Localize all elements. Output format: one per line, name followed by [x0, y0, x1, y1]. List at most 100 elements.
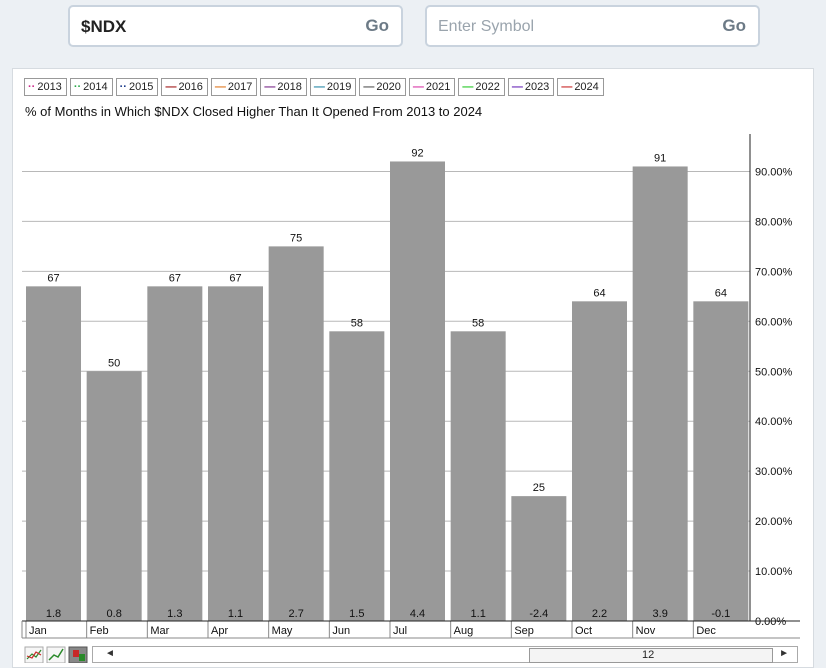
- y-tick-label: 80.00%: [755, 216, 793, 228]
- legend-label: 2013: [37, 81, 62, 93]
- bar: [147, 286, 203, 621]
- bar: [511, 496, 567, 621]
- legend-swatch: ··: [28, 81, 36, 93]
- bar-value-label: 64: [593, 287, 605, 299]
- legend-label: 2017: [227, 81, 253, 93]
- scroll-right-arrow[interactable]: ►: [779, 648, 789, 659]
- legend-swatch: —: [313, 81, 325, 93]
- legend-item-2023[interactable]: —2023: [507, 78, 555, 96]
- bar-value-label: 50: [108, 357, 120, 369]
- compare-go-button[interactable]: Go: [722, 16, 746, 35]
- legend-label: 2016: [178, 81, 203, 93]
- x-tick-label: Dec: [696, 625, 716, 637]
- bar: [450, 331, 506, 621]
- y-tick-label: 70.00%: [755, 266, 793, 278]
- scroll-thumb-value: 12: [642, 649, 655, 661]
- legend-swatch: —: [462, 81, 474, 93]
- avg-change-label: 1.1: [228, 608, 243, 620]
- axes: 0.00% 10.00% 20.00% 30.00% 40.00% 50.00% 60.00…: [21, 134, 800, 639]
- chart-toolbar-icon[interactable]: [24, 646, 88, 664]
- legend-swatch: ··: [119, 81, 127, 93]
- y-tick-label: 50.00%: [755, 366, 793, 378]
- y-tick-label: 90.00%: [755, 166, 793, 178]
- legend-label: 2020: [376, 81, 401, 93]
- legend-item-2021[interactable]: —2021: [408, 78, 456, 96]
- bar: [693, 301, 749, 621]
- bar-value-label: 75: [290, 232, 302, 244]
- scroll-thumb[interactable]: 12: [529, 648, 773, 663]
- y-tick-label: 60.00%: [755, 316, 793, 328]
- y-tick-label: 40.00%: [755, 416, 793, 428]
- avg-change-label: 2.2: [592, 608, 607, 620]
- avg-change-label: -2.4: [529, 608, 548, 620]
- legend-item-2019[interactable]: —2019: [309, 78, 357, 96]
- legend-item-2016[interactable]: —2016: [161, 78, 208, 96]
- compare-symbol-input[interactable]: Enter Symbol Go: [425, 5, 760, 47]
- chart-title: % of Months in Which $NDX Closed Higher …: [25, 104, 483, 119]
- x-tick-label: Mar: [150, 625, 169, 637]
- symbol-input-value: $NDX: [81, 17, 127, 36]
- avg-change-label: 1.8: [46, 608, 61, 620]
- x-tick-label: Apr: [211, 625, 228, 637]
- legend-label: 2024: [574, 81, 599, 93]
- legend-label: 2015: [128, 81, 154, 93]
- avg-change-label: 1.3: [167, 608, 182, 620]
- avg-change-label: 3.9: [653, 608, 668, 620]
- bar: [208, 286, 263, 621]
- bar: [329, 331, 385, 621]
- legend-item-2017[interactable]: —2017: [210, 78, 258, 96]
- avg-change-label: -0.1: [711, 608, 730, 620]
- legend-label: 2014: [83, 81, 108, 93]
- legend-item-2022[interactable]: —2022: [458, 78, 505, 96]
- avg-change-label: 2.7: [289, 608, 304, 620]
- x-tick-label: Sep: [514, 625, 534, 637]
- legend-item-2013[interactable]: ·· 2013: [24, 78, 67, 96]
- grid-lines: [22, 170, 750, 572]
- x-tick-label: Jun: [332, 625, 350, 637]
- legend-label: 2023: [524, 81, 550, 93]
- scroll-left-arrow[interactable]: ◄: [105, 648, 115, 659]
- legend-swatch: —: [561, 81, 573, 93]
- top-search-bar: $NDX Go Enter Symbol Go: [0, 0, 826, 62]
- y-tick-label: 0.00%: [755, 616, 786, 628]
- legend-swatch: ··: [73, 81, 82, 93]
- bar-value-label: 58: [351, 317, 363, 329]
- legend-item-2020[interactable]: —2020: [359, 78, 406, 96]
- bar-value-label: 67: [229, 272, 241, 284]
- chart-tool-icons: [24, 646, 88, 664]
- legend-label: 2018: [277, 81, 302, 93]
- compare-symbol-placeholder: Enter Symbol: [438, 18, 535, 35]
- bar: [268, 246, 324, 621]
- bar-value-label: 58: [472, 317, 484, 329]
- legend-swatch: —: [412, 81, 424, 93]
- legend-label: 2022: [475, 81, 500, 93]
- legend-swatch: —: [264, 81, 276, 93]
- x-tick-label: May: [272, 625, 293, 637]
- y-tick-label: 30.00%: [755, 466, 793, 478]
- avg-change-label: 4.4: [410, 608, 425, 620]
- legend-item-2018[interactable]: —2018: [260, 78, 307, 96]
- bar: [26, 286, 81, 621]
- x-tick-label: Feb: [90, 625, 109, 637]
- avg-change-label: 0.8: [107, 608, 122, 620]
- legend-swatch: —: [511, 81, 523, 93]
- x-tick-label: Oct: [575, 625, 592, 637]
- y-tick-label: 20.00%: [755, 516, 793, 528]
- bar: [572, 301, 627, 621]
- bar-value-label: 67: [169, 272, 181, 284]
- symbol-input[interactable]: $NDX Go: [68, 5, 403, 47]
- avg-change-label: 1.5: [349, 608, 364, 620]
- x-tick-label: Jul: [393, 625, 407, 637]
- go-button[interactable]: Go: [365, 16, 389, 35]
- legend-item-2015[interactable]: ·· 2015: [115, 78, 159, 96]
- avg-change-label: 1.1: [471, 608, 486, 620]
- y-tick-label: 10.00%: [755, 566, 793, 578]
- legend-item-2014[interactable]: ·· 2014: [69, 78, 113, 96]
- bar-value-label: 91: [654, 152, 666, 164]
- bar: [632, 166, 688, 621]
- legend-item-2024[interactable]: —2024: [557, 78, 604, 96]
- x-tick-label: Nov: [636, 625, 656, 637]
- bar-value-label: 64: [715, 287, 727, 299]
- range-scrollbar[interactable]: ◄ 12 ►: [92, 646, 798, 663]
- legend-swatch: —: [363, 81, 375, 93]
